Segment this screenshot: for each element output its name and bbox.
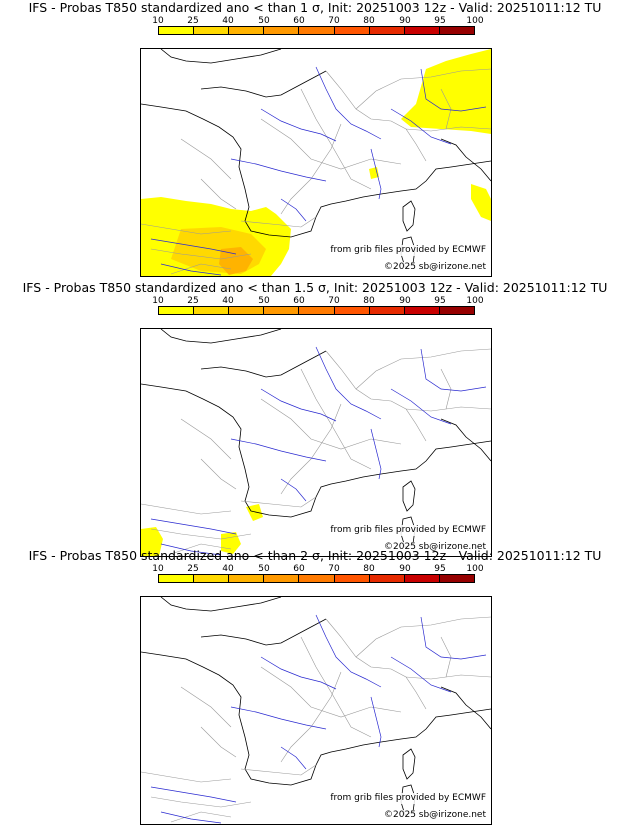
panel-title: IFS - Probas T850 standardized ano < tha… (22, 280, 608, 295)
map-svg (141, 49, 491, 276)
colorbar-swatch (404, 27, 440, 34)
colorbar-tick: 100 (466, 296, 484, 306)
colorbar (158, 574, 475, 583)
colorbar-swatch (334, 307, 370, 314)
colorbar-swatch (299, 575, 335, 582)
colorbar-tick: 40 (222, 564, 234, 574)
colorbar-tick: 60 (293, 564, 305, 574)
colorbar-tick: 50 (258, 296, 270, 306)
colorbar-tick: 95 (434, 16, 446, 26)
colorbar-swatch (439, 575, 474, 582)
colorbar-tick: 70 (328, 296, 340, 306)
prob-area-catalonia (246, 504, 263, 521)
panel-title: IFS - Probas T850 standardized ano < tha… (28, 0, 602, 15)
colorbar-swatch (229, 27, 265, 34)
source-credit: from grib files provided by ECMWF (329, 525, 487, 536)
panel-1.5sigma: IFS - Probas T850 standardized ano < tha… (0, 280, 630, 557)
prob-area-spain-sw (141, 527, 163, 556)
colorbar-tick: 40 (222, 16, 234, 26)
colorbar-swatch (404, 575, 440, 582)
colorbar-tick: 25 (187, 16, 199, 26)
map-svg (141, 329, 491, 556)
colorbar-tick: 10 (152, 16, 164, 26)
colorbar-tick: 60 (293, 16, 305, 26)
map-svg (141, 597, 491, 824)
colorbar-tick: 25 (187, 564, 199, 574)
colorbar-swatch (264, 575, 300, 582)
colorbar-swatch (229, 307, 265, 314)
colorbar-labels: 10 25 40 50 60 70 80 90 95 100 (152, 564, 483, 574)
probability-map: from grib files provided by ECMWF ©2025 … (140, 596, 492, 825)
prob-area-alps (471, 184, 491, 221)
colorbar-tick: 50 (258, 16, 270, 26)
colorbar-swatch (229, 575, 265, 582)
colorbar-tick: 100 (466, 564, 484, 574)
prob-area-spain-40 (219, 247, 253, 275)
panel-2sigma: IFS - Probas T850 standardized ano < tha… (0, 548, 630, 825)
probability-map: from grib files provided by ECMWF ©2025 … (140, 328, 492, 557)
source-credit: from grib files provided by ECMWF (329, 245, 487, 256)
colorbar-swatch (194, 307, 230, 314)
colorbar-tick: 10 (152, 296, 164, 306)
colorbar (158, 26, 475, 35)
copyright-credit: ©2025 sb@irizone.net (383, 262, 487, 273)
colorbar-swatch (439, 307, 474, 314)
colorbar-swatch (369, 27, 405, 34)
colorbar-swatch (159, 575, 195, 582)
source-credit: from grib files provided by ECMWF (329, 793, 487, 804)
colorbar-swatch (334, 575, 370, 582)
copyright-credit: ©2025 sb@irizone.net (383, 542, 487, 553)
colorbar-tick: 25 (187, 296, 199, 306)
colorbar-swatch (299, 27, 335, 34)
colorbar-tick: 10 (152, 564, 164, 574)
colorbar-swatch (369, 307, 405, 314)
prob-area-east (401, 49, 491, 134)
colorbar-tick: 90 (399, 296, 411, 306)
panel-1sigma: IFS - Probas T850 standardized ano < tha… (0, 0, 630, 277)
prob-area-spain-se (221, 532, 241, 554)
colorbar-labels: 10 25 40 50 60 70 80 90 95 100 (152, 16, 483, 26)
prob-area-small (369, 167, 379, 179)
colorbar-tick: 70 (328, 564, 340, 574)
colorbar-tick: 95 (434, 296, 446, 306)
colorbar-tick: 100 (466, 16, 484, 26)
colorbar-tick: 80 (363, 564, 375, 574)
probability-map: from grib files provided by ECMWF ©2025 … (140, 48, 492, 277)
colorbar-swatch (159, 307, 195, 314)
colorbar-swatch (439, 27, 474, 34)
colorbar-tick: 60 (293, 296, 305, 306)
colorbar-tick: 80 (363, 16, 375, 26)
colorbar-tick: 95 (434, 564, 446, 574)
colorbar-tick: 50 (258, 564, 270, 574)
colorbar-swatch (404, 307, 440, 314)
colorbar-swatch (194, 27, 230, 34)
panel-title: IFS - Probas T850 standardized ano < tha… (28, 548, 602, 563)
colorbar-labels: 10 25 40 50 60 70 80 90 95 100 (152, 296, 483, 306)
colorbar-tick: 90 (399, 564, 411, 574)
colorbar-swatch (194, 575, 230, 582)
colorbar-swatch (264, 307, 300, 314)
colorbar-tick: 80 (363, 296, 375, 306)
colorbar-tick: 40 (222, 296, 234, 306)
colorbar-swatch (159, 27, 195, 34)
colorbar-swatch (334, 27, 370, 34)
colorbar-swatch (299, 307, 335, 314)
colorbar (158, 306, 475, 315)
colorbar-swatch (369, 575, 405, 582)
colorbar-tick: 90 (399, 16, 411, 26)
copyright-credit: ©2025 sb@irizone.net (383, 810, 487, 821)
colorbar-swatch (264, 27, 300, 34)
colorbar-tick: 70 (328, 16, 340, 26)
